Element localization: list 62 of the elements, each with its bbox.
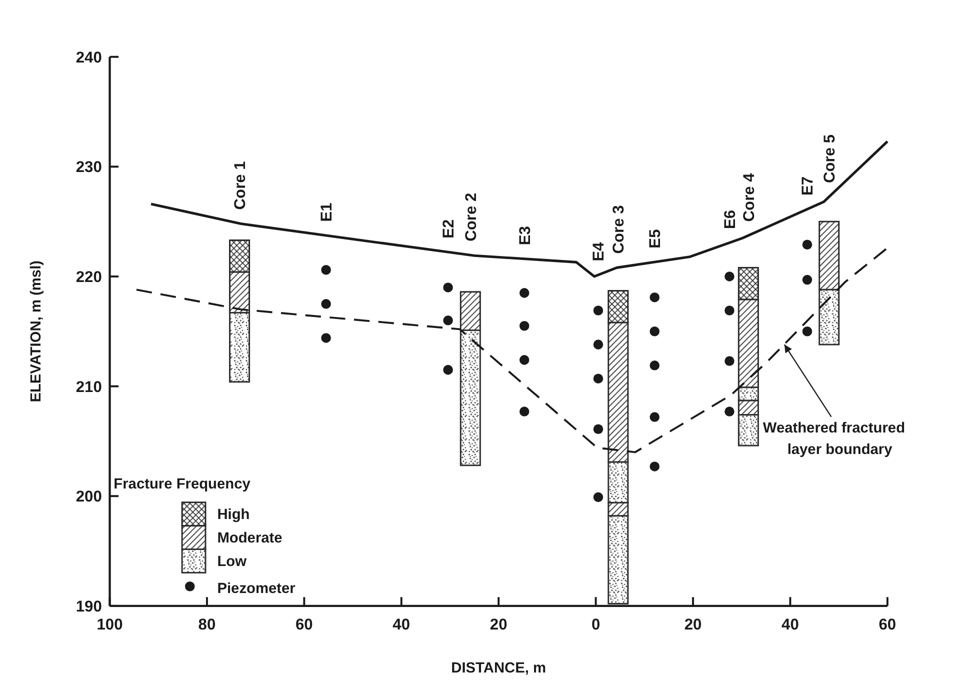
annotation: Core 4: [740, 172, 758, 222]
point: [650, 462, 660, 472]
annotation: Core 2: [462, 192, 480, 242]
x-tick-label: 20: [490, 616, 508, 634]
point: [724, 406, 734, 416]
point: [443, 364, 453, 375]
point: [724, 306, 734, 316]
legend-label: Low: [217, 554, 248, 570]
y-tick-label: 210: [76, 378, 102, 396]
point: [443, 316, 453, 326]
x-axis-title: DISTANCE, m: [451, 660, 546, 676]
point: [593, 492, 604, 502]
x-tick-label: 20: [684, 616, 702, 634]
point: [321, 265, 331, 275]
y-tick-label: 220: [76, 268, 102, 286]
annotation: Core 1: [232, 160, 250, 210]
legend-label: Piezometer: [217, 581, 296, 598]
annotation: E2: [440, 218, 458, 238]
annotation: E4: [590, 242, 608, 262]
annotation: Weathered fractured layer boundary: [762, 420, 906, 458]
annotation: E1: [318, 202, 336, 222]
y-tick-label: 230: [76, 159, 102, 176]
annotation: Core 5: [822, 134, 839, 184]
point: [650, 360, 660, 370]
point: [321, 333, 331, 343]
y-axis-title: ELEVATION, m (msl): [28, 260, 44, 402]
legend-title: Fracture Frequency: [114, 476, 252, 493]
point: [802, 326, 812, 336]
y-tick-label: 240: [76, 49, 102, 66]
point: [802, 240, 812, 250]
x-tick-label: 0: [591, 616, 600, 634]
point: [802, 274, 812, 285]
x-tick-label: 80: [198, 616, 216, 634]
point: [650, 292, 660, 302]
point: [593, 306, 604, 316]
x-tick-label: 60: [295, 616, 314, 634]
legend-label: Moderate: [217, 530, 282, 546]
y-tick-label: 200: [76, 488, 102, 506]
point: [519, 355, 530, 365]
annotation: Core 3: [610, 204, 628, 254]
point: [321, 299, 331, 309]
x-tick-label: 40: [782, 616, 800, 634]
x-tick-label: 40: [392, 616, 410, 634]
point: [724, 356, 734, 366]
point: [593, 340, 604, 350]
point: [519, 288, 530, 298]
annotation: E7: [800, 176, 817, 196]
annotation: E5: [647, 228, 664, 248]
point: [650, 326, 660, 336]
point: [593, 374, 604, 384]
x-tick-label: 100: [96, 616, 124, 634]
point: [519, 406, 530, 416]
point: [443, 282, 453, 292]
point: [724, 272, 734, 282]
annotation: E3: [516, 226, 534, 246]
annotation: E6: [722, 210, 739, 230]
point: [519, 321, 530, 331]
point: [593, 424, 604, 434]
point: [650, 412, 660, 422]
legend-label: High: [217, 506, 250, 523]
x-tick-label: 60: [878, 616, 896, 634]
y-tick-label: 190: [76, 598, 102, 616]
